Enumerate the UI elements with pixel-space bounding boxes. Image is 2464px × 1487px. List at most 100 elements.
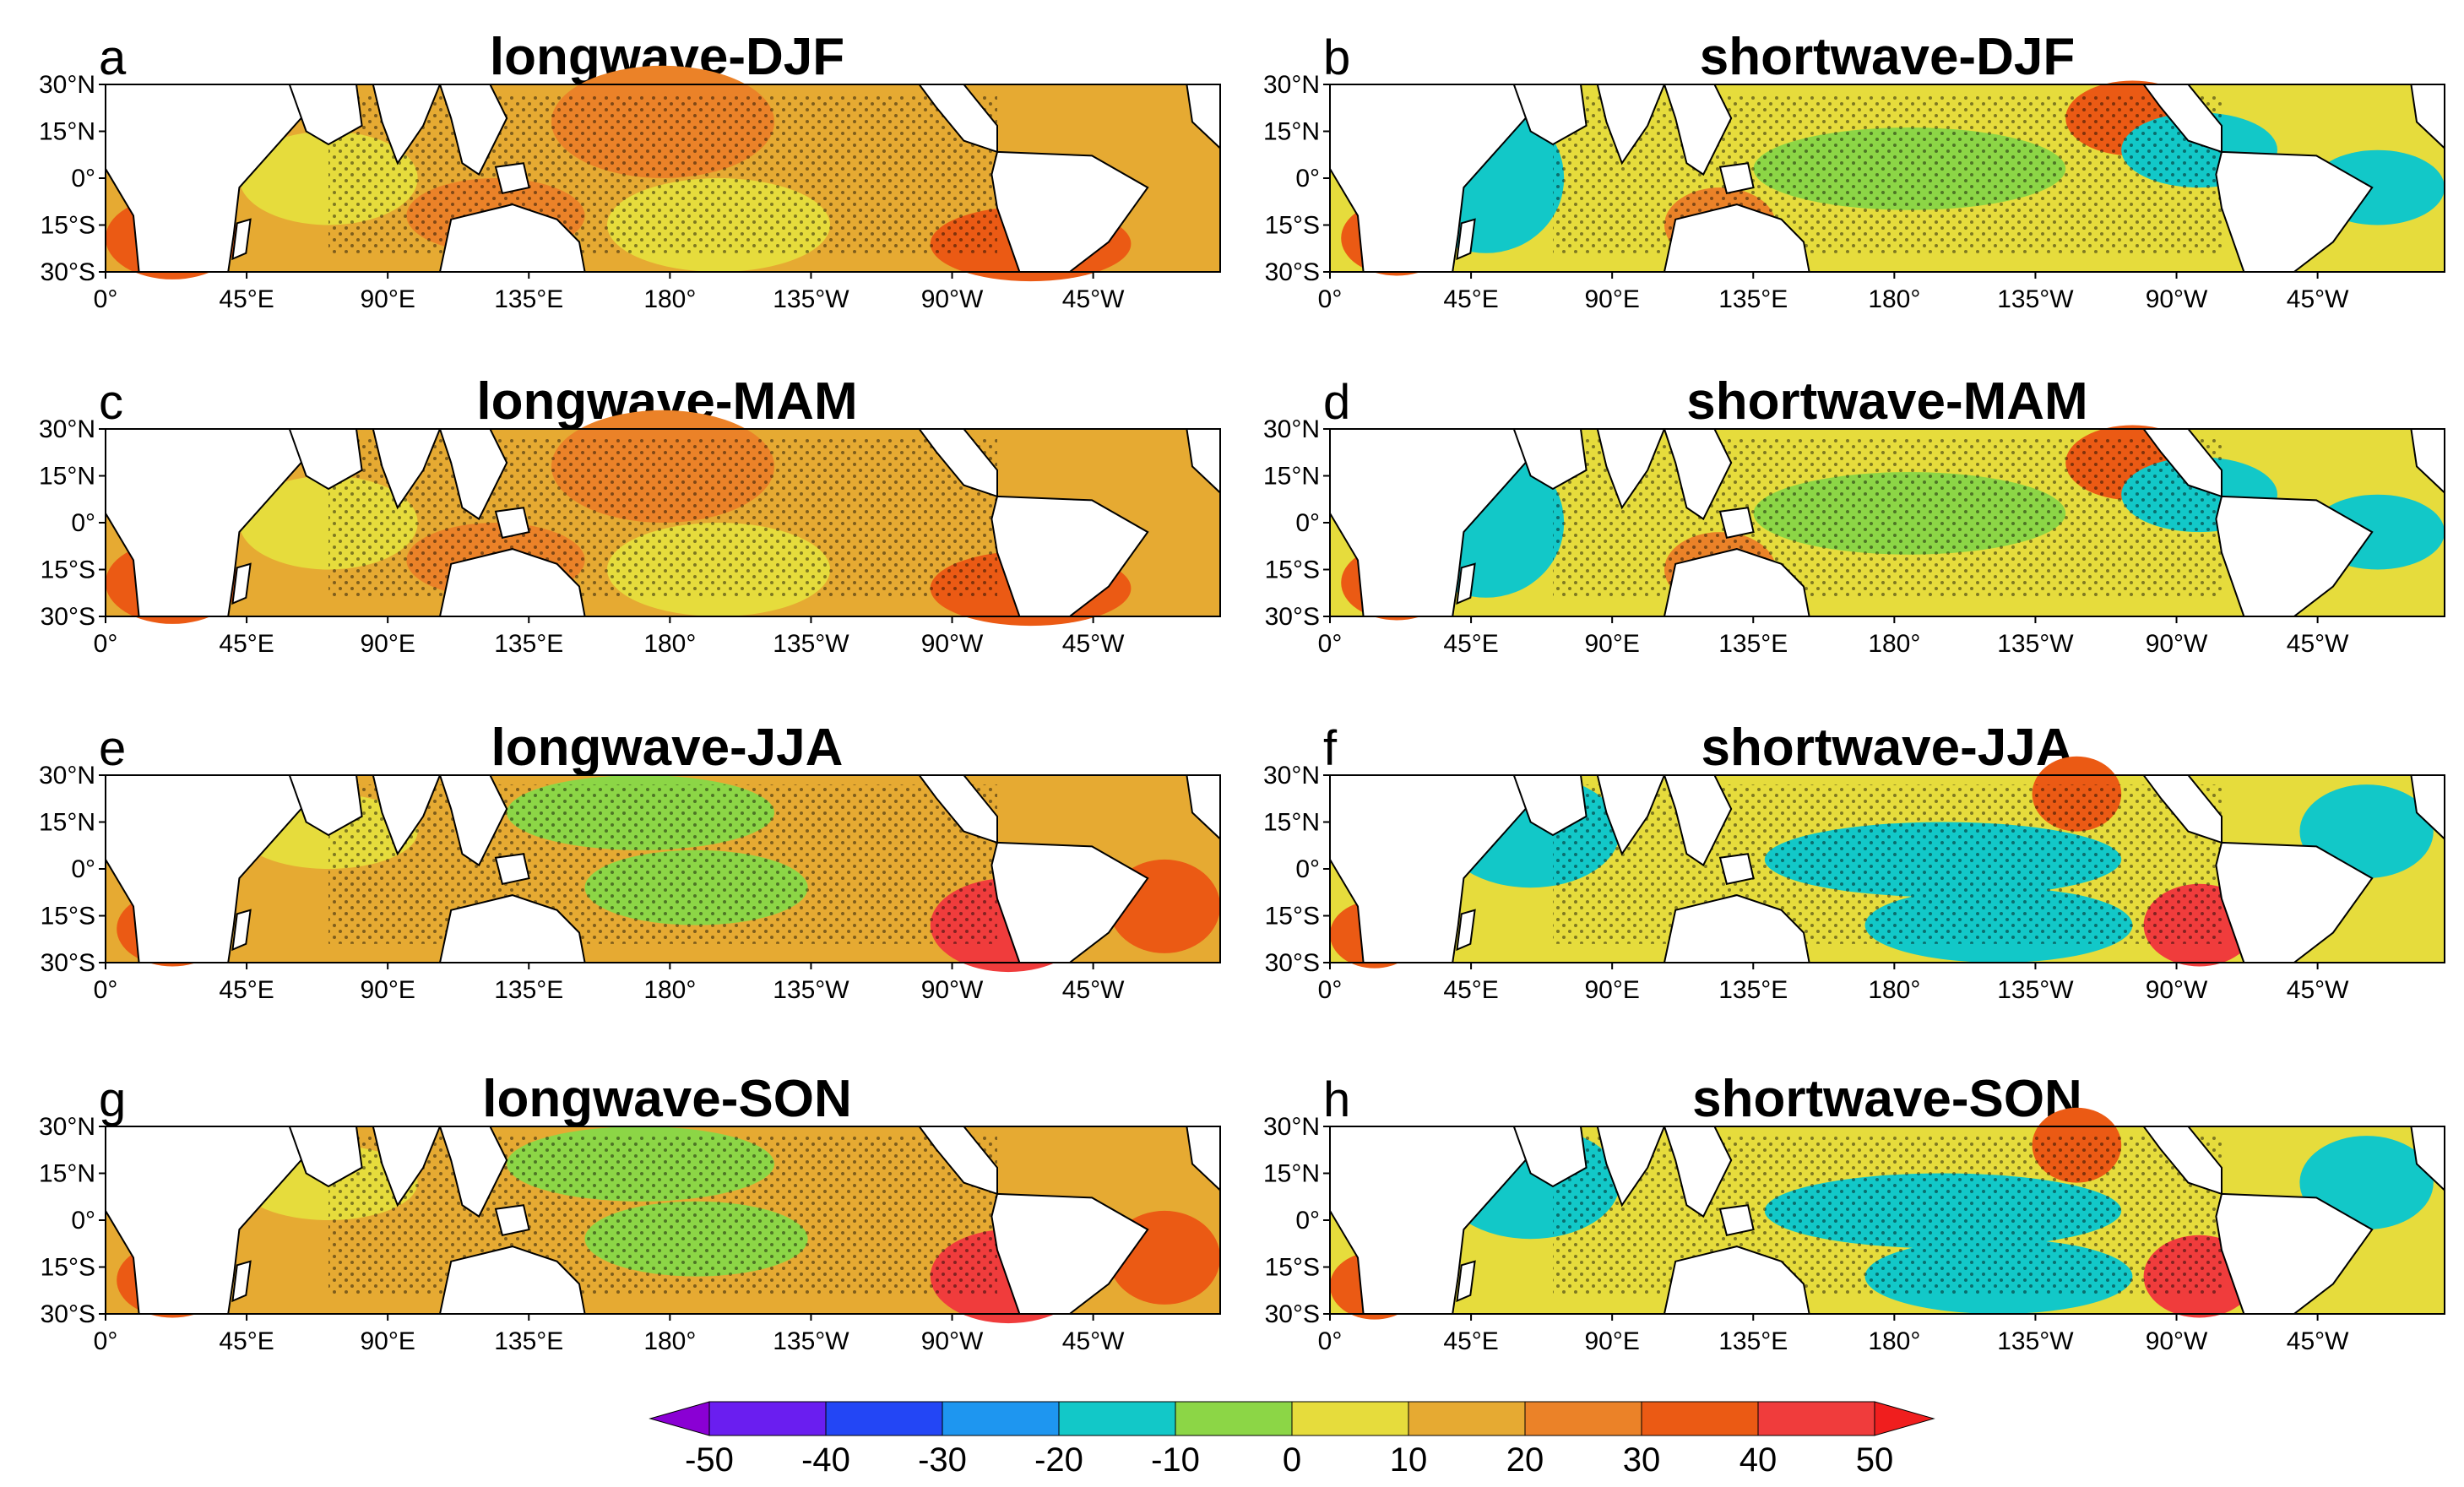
colorbar-swatch [1175,1401,1293,1436]
land-mada [231,1260,252,1303]
lon-tick-label: 45°W [2287,976,2349,1004]
lat-tick-label: 30°S [41,603,95,631]
panel-letter: e [99,721,126,776]
lon-tick-label: 180° [1868,630,1920,658]
panel-title: shortwave-DJF [1700,28,2075,86]
significance-stippling [1553,438,2222,598]
lon-tick-label: 135°E [1718,285,1788,313]
lat-tick-label: 15°S [41,556,95,584]
significance-stippling [328,784,997,944]
lat-tick-label: 30°N [1263,762,1320,790]
lon-tick-label: 135°E [494,630,563,658]
lon-tick-label: 180° [1868,976,1920,1004]
significance-stippling [1553,784,2222,944]
lon-tick-label: 180° [643,630,696,658]
colorbar-tick-label: 40 [1739,1441,1777,1479]
lat-tick-label: 0° [71,855,95,883]
lon-tick-label: 135°W [1997,630,2074,658]
lat-tick-label: 30°S [41,258,95,286]
land-borneo [1718,853,1755,885]
lat-tick-label: 30°N [1263,415,1320,443]
colorbar-tick-label: -50 [685,1441,734,1479]
land-borneo [1718,507,1755,539]
colorbar-swatch [1291,1401,1409,1436]
lon-tick-label: 135°E [1718,976,1788,1004]
colorbar-swatch [1757,1401,1875,1436]
lat-tick-label: 15°N [39,1160,95,1188]
lat-tick-label: 30°N [39,71,95,99]
lat-tick-label: 15°S [1265,1254,1320,1282]
lon-tick-label: 45°W [2287,1327,2349,1355]
lon-tick-label: 45°W [2287,285,2349,313]
lon-tick-label: 0° [1318,976,1343,1004]
colorbar-tick-label: -30 [918,1441,967,1479]
colorbar-tick-label: 30 [1623,1441,1661,1479]
land-mada [1456,218,1476,261]
lon-tick-label: 90°W [2146,1327,2208,1355]
lon-tick-label: 45°E [1443,285,1498,313]
lat-tick-label: 15°S [41,1254,95,1282]
lon-tick-label: 90°E [1584,1327,1639,1355]
panel-letter: f [1323,721,1338,776]
lon-tick-label: 90°W [921,1327,984,1355]
lat-tick-label: 15°N [39,463,95,491]
panel-letter: d [1323,375,1350,430]
lon-tick-label: 45°E [1443,1327,1498,1355]
lon-tick-label: 45°E [219,1327,274,1355]
colorbar-tick-label: -40 [801,1441,850,1479]
lon-tick-label: 0° [94,1327,118,1355]
lat-tick-label: 0° [71,1207,95,1235]
lon-tick-label: 135°W [1997,1327,2074,1355]
significance-stippling [328,438,997,598]
lon-tick-label: 180° [1868,1327,1920,1355]
lon-tick-label: 135°W [773,976,849,1004]
colorbar-max-arrow [1874,1401,1935,1436]
lat-tick-label: 0° [1295,855,1320,883]
lon-tick-label: 45°E [219,976,274,1004]
colorbar-min-arrow [649,1401,710,1436]
colorbar-swatch [1641,1401,1759,1436]
lon-tick-label: 135°W [1997,285,2074,313]
lon-tick-label: 90°E [1584,285,1639,313]
lat-tick-label: 15°S [41,903,95,931]
lon-tick-label: 90°E [1584,630,1639,658]
colorbar-tick-label: -20 [1034,1441,1083,1479]
land-mada [1456,909,1476,952]
lon-tick-label: 0° [1318,285,1343,313]
lon-tick-label: 0° [94,630,118,658]
colorbar-swatch [1524,1401,1642,1436]
lat-tick-label: 30°S [1265,1300,1320,1328]
lon-tick-label: 45°W [1062,976,1125,1004]
lon-tick-label: 0° [1318,1327,1343,1355]
lat-tick-label: 0° [1295,509,1320,537]
anomaly-contour-region [2299,784,2434,879]
significance-stippling [328,1136,997,1295]
lat-tick-label: 15°S [1265,212,1320,240]
lon-tick-label: 90°W [2146,285,2208,313]
lon-tick-label: 0° [1318,630,1343,658]
lon-tick-label: 90°E [1584,976,1639,1004]
lon-tick-label: 45°E [1443,630,1498,658]
lat-tick-label: 0° [71,165,95,193]
panel-letter: h [1323,1072,1350,1127]
panel-title: shortwave-SON [1692,1070,2082,1128]
land-mada [1456,1260,1476,1303]
land-borneo [494,853,530,885]
lon-tick-label: 90°W [921,630,984,658]
lon-tick-label: 45°E [219,285,274,313]
lat-tick-label: 30°N [39,1113,95,1141]
land-borneo [494,507,530,539]
lon-tick-label: 90°E [360,1327,415,1355]
significance-stippling [328,94,997,253]
colorbar-tick-label: 10 [1390,1441,1428,1479]
panel-letter: c [99,375,123,430]
lon-tick-label: 135°E [1718,630,1788,658]
lon-tick-label: 45°W [2287,630,2349,658]
